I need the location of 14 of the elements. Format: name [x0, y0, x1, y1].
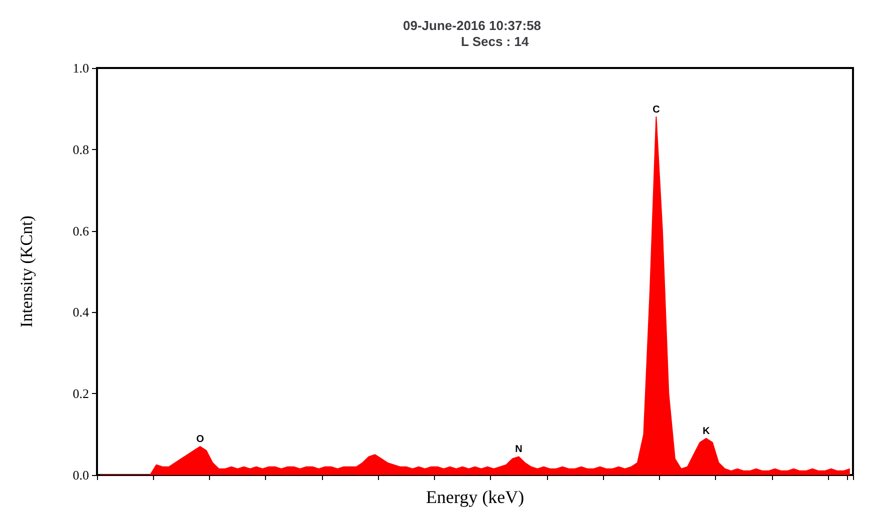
y-tick-label: 0.4: [72, 304, 90, 320]
chart-title: 09-June-2016 10:37:58: [403, 18, 542, 33]
data-label: N: [515, 444, 522, 456]
y-tick-label: 0.0: [72, 468, 89, 482]
data-label: K: [702, 426, 711, 437]
data-label: C: [652, 104, 660, 116]
y-axis-title: Intensity (KCnt): [17, 216, 36, 328]
y-tick-label: 0.6: [72, 223, 90, 238]
data-label: O: [196, 434, 204, 446]
x-axis-title: Energy (keV): [426, 486, 524, 507]
chart-subtitle: L Secs : 14: [461, 34, 530, 49]
y-tick-label: 1.0: [72, 60, 89, 76]
y-tick-label: 0.2: [72, 386, 89, 402]
y-tick-label: 0.8: [72, 142, 89, 157]
